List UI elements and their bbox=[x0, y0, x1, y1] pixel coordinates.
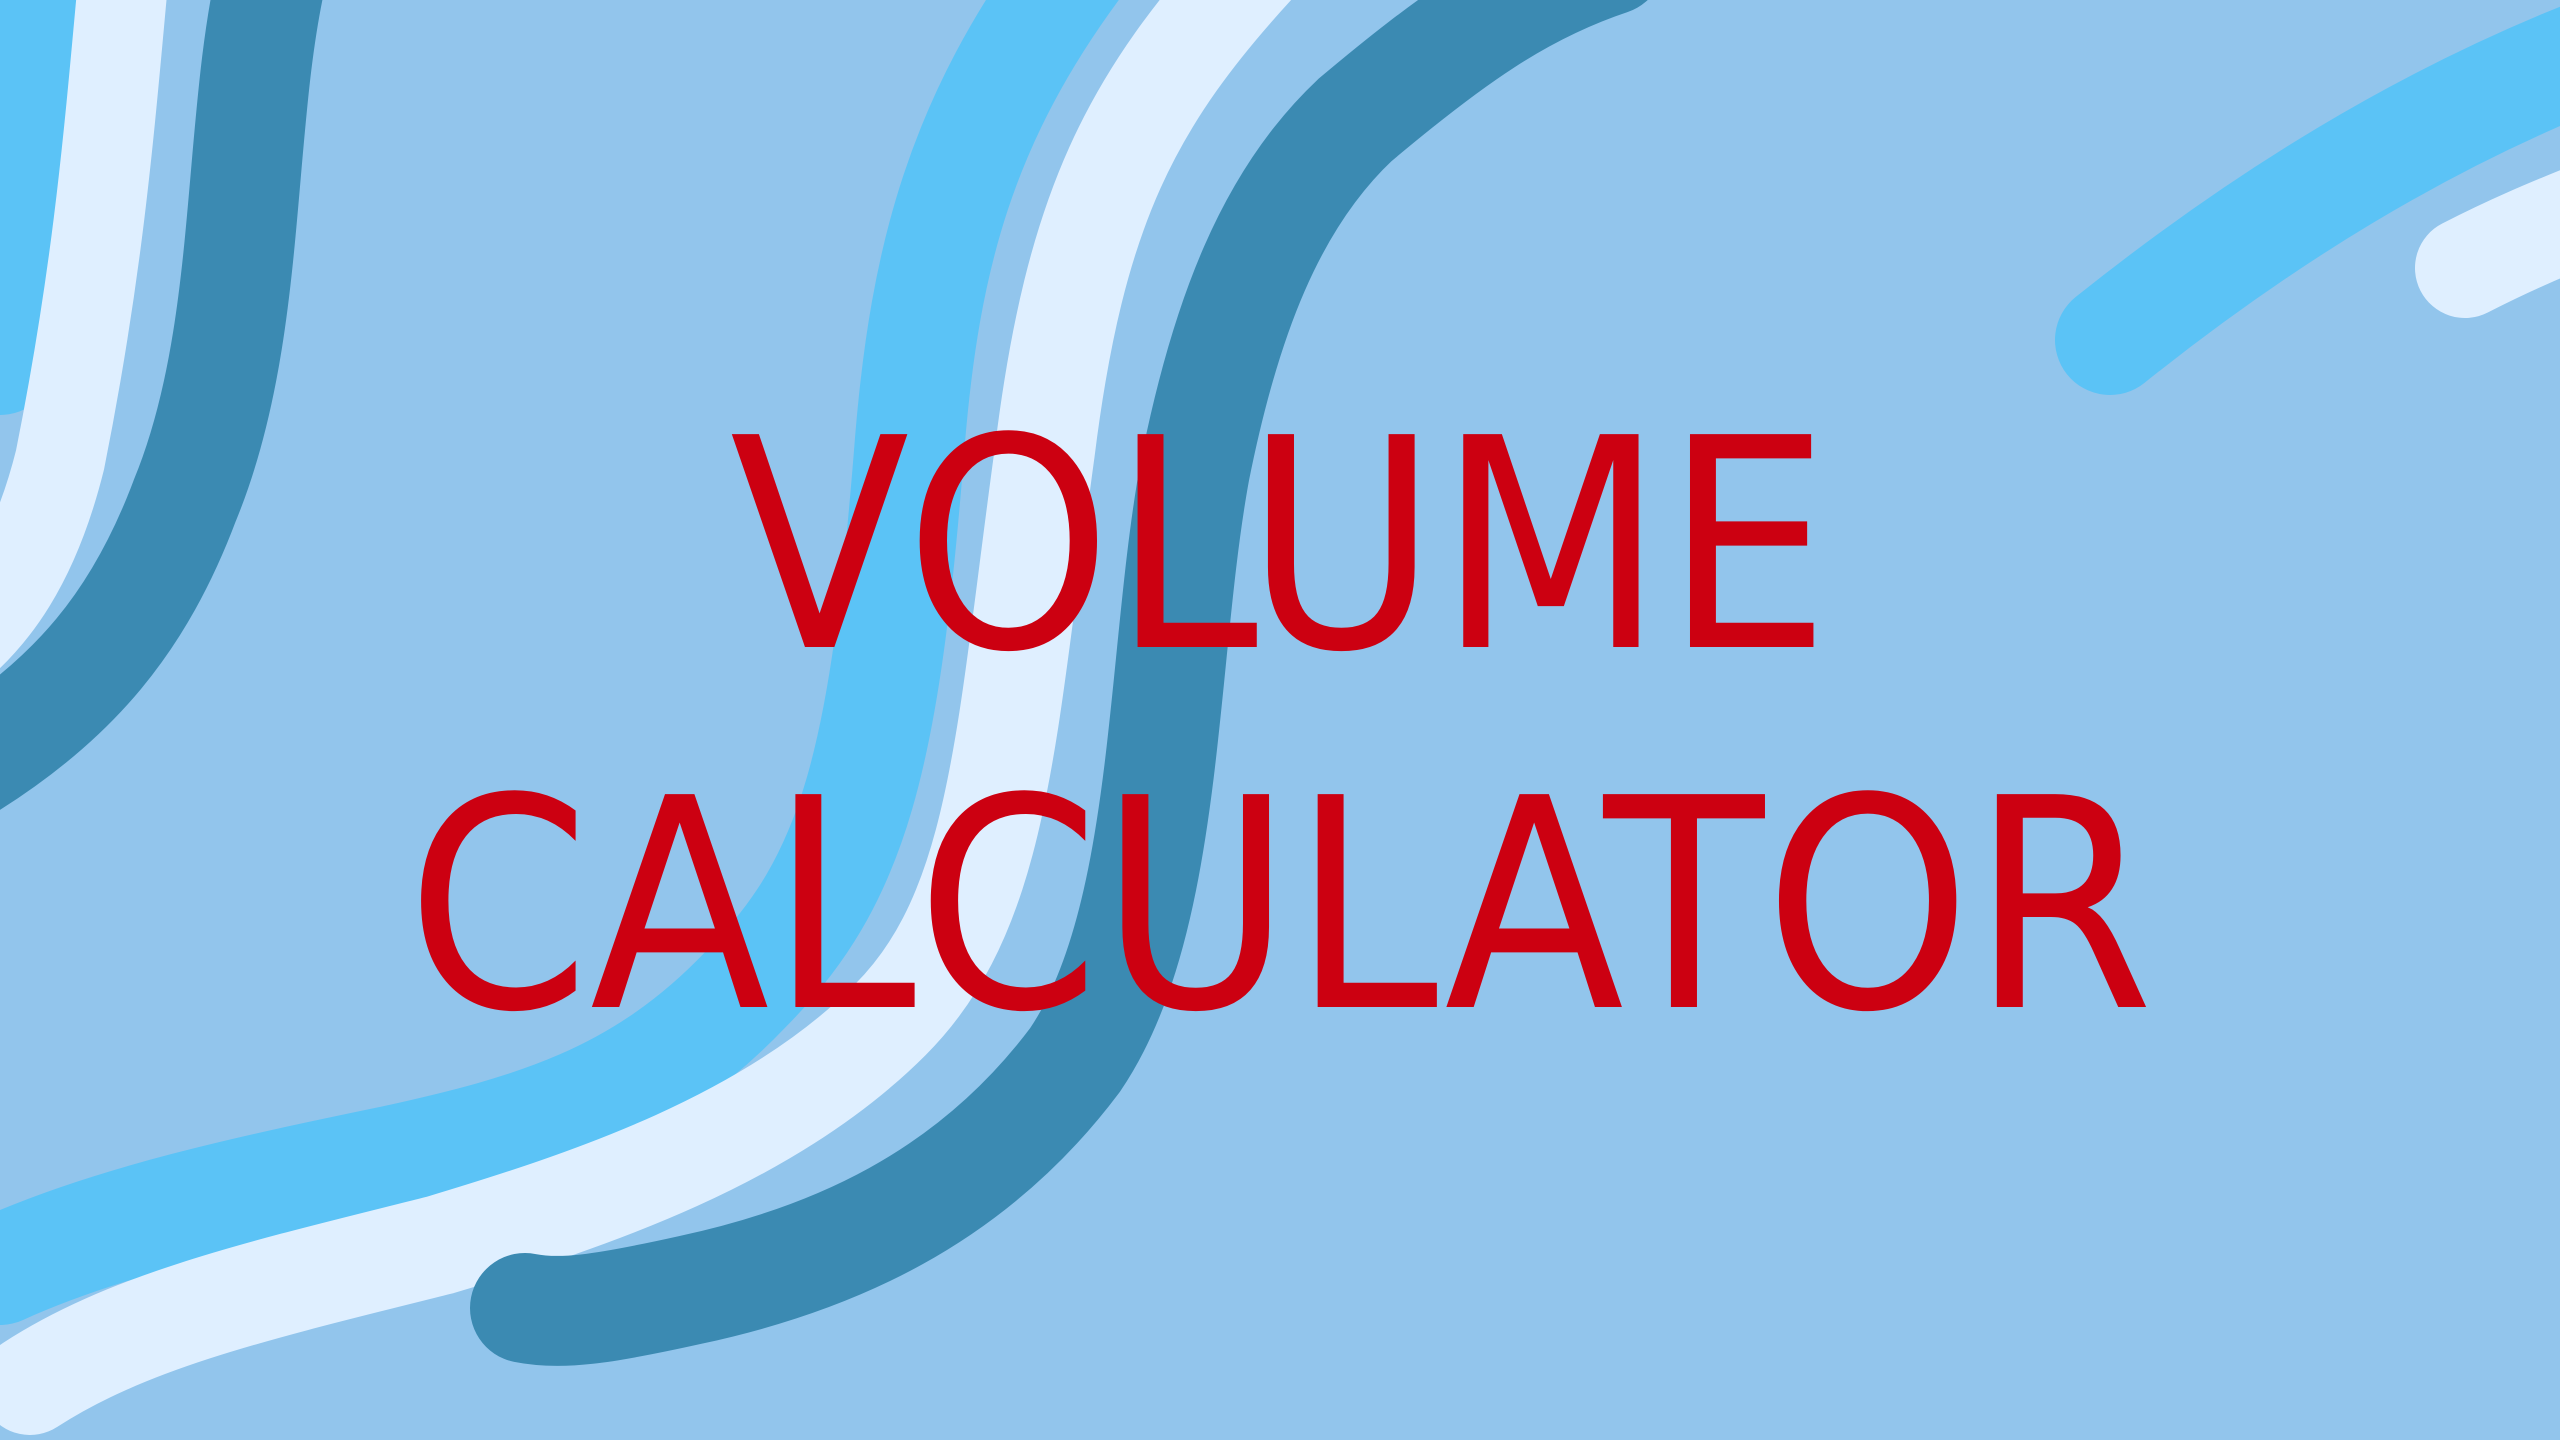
stripe-left-bright bbox=[0, 0, 93, 415]
stripe-center-pale bbox=[0, 0, 1292, 1435]
title-line-volume: VOLUME bbox=[729, 376, 1831, 716]
stripe-right-pale bbox=[2415, 170, 2560, 318]
stripe-center-dark bbox=[470, 0, 1648, 1366]
title-line-calculator: CALCULATOR bbox=[406, 736, 2154, 1076]
stripe-left-pale bbox=[0, 0, 167, 667]
stripe-center-bright bbox=[0, 0, 1119, 1325]
stripe-right-bright bbox=[2055, 6, 2560, 395]
stripe-left-dark bbox=[0, 0, 323, 810]
